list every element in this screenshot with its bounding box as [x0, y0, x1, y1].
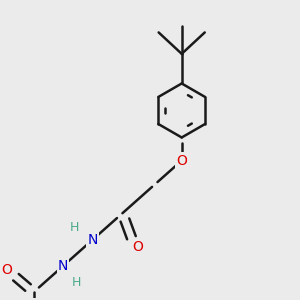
Text: N: N [88, 232, 98, 247]
Text: N: N [58, 259, 68, 273]
Text: O: O [2, 263, 13, 277]
Text: O: O [132, 240, 143, 254]
Text: H: H [72, 276, 81, 289]
Text: H: H [70, 220, 80, 234]
Text: O: O [176, 154, 187, 167]
